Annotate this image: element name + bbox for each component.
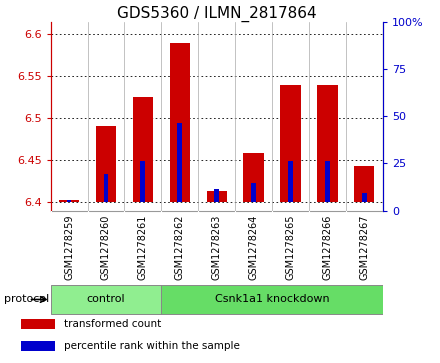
Text: Csnk1a1 knockdown: Csnk1a1 knockdown [215,294,330,304]
Bar [317,85,337,202]
Bar [66,200,71,202]
Bar [59,200,79,202]
Text: GSM1278266: GSM1278266 [323,214,333,280]
Text: GSM1278264: GSM1278264 [249,214,259,280]
Text: GSM1278259: GSM1278259 [64,214,74,280]
Text: GSM1278262: GSM1278262 [175,214,185,280]
Text: transformed count: transformed count [64,319,161,329]
Bar [251,183,256,202]
Bar [177,123,182,202]
Bar [133,97,153,202]
Text: protocol: protocol [4,294,50,305]
Bar [280,85,301,202]
Text: GSM1278265: GSM1278265 [286,214,296,280]
Bar [103,174,108,202]
Bar [161,285,383,314]
Text: GSM1278263: GSM1278263 [212,214,222,280]
Text: GSM1278261: GSM1278261 [138,214,148,280]
Bar [96,126,116,202]
Bar [288,160,293,202]
Bar [22,341,55,351]
Bar [22,319,55,329]
Text: GSM1278260: GSM1278260 [101,214,111,280]
Bar [325,160,330,202]
Bar [362,193,367,202]
Bar [243,154,264,202]
Text: control: control [87,294,125,304]
Title: GDS5360 / ILMN_2817864: GDS5360 / ILMN_2817864 [117,5,316,22]
Bar [170,43,190,202]
Text: GSM1278267: GSM1278267 [359,214,369,280]
Bar [140,160,145,202]
Bar [51,285,161,314]
Text: percentile rank within the sample: percentile rank within the sample [64,341,240,351]
Bar [206,191,227,202]
Bar [354,166,374,202]
Bar [214,189,219,202]
